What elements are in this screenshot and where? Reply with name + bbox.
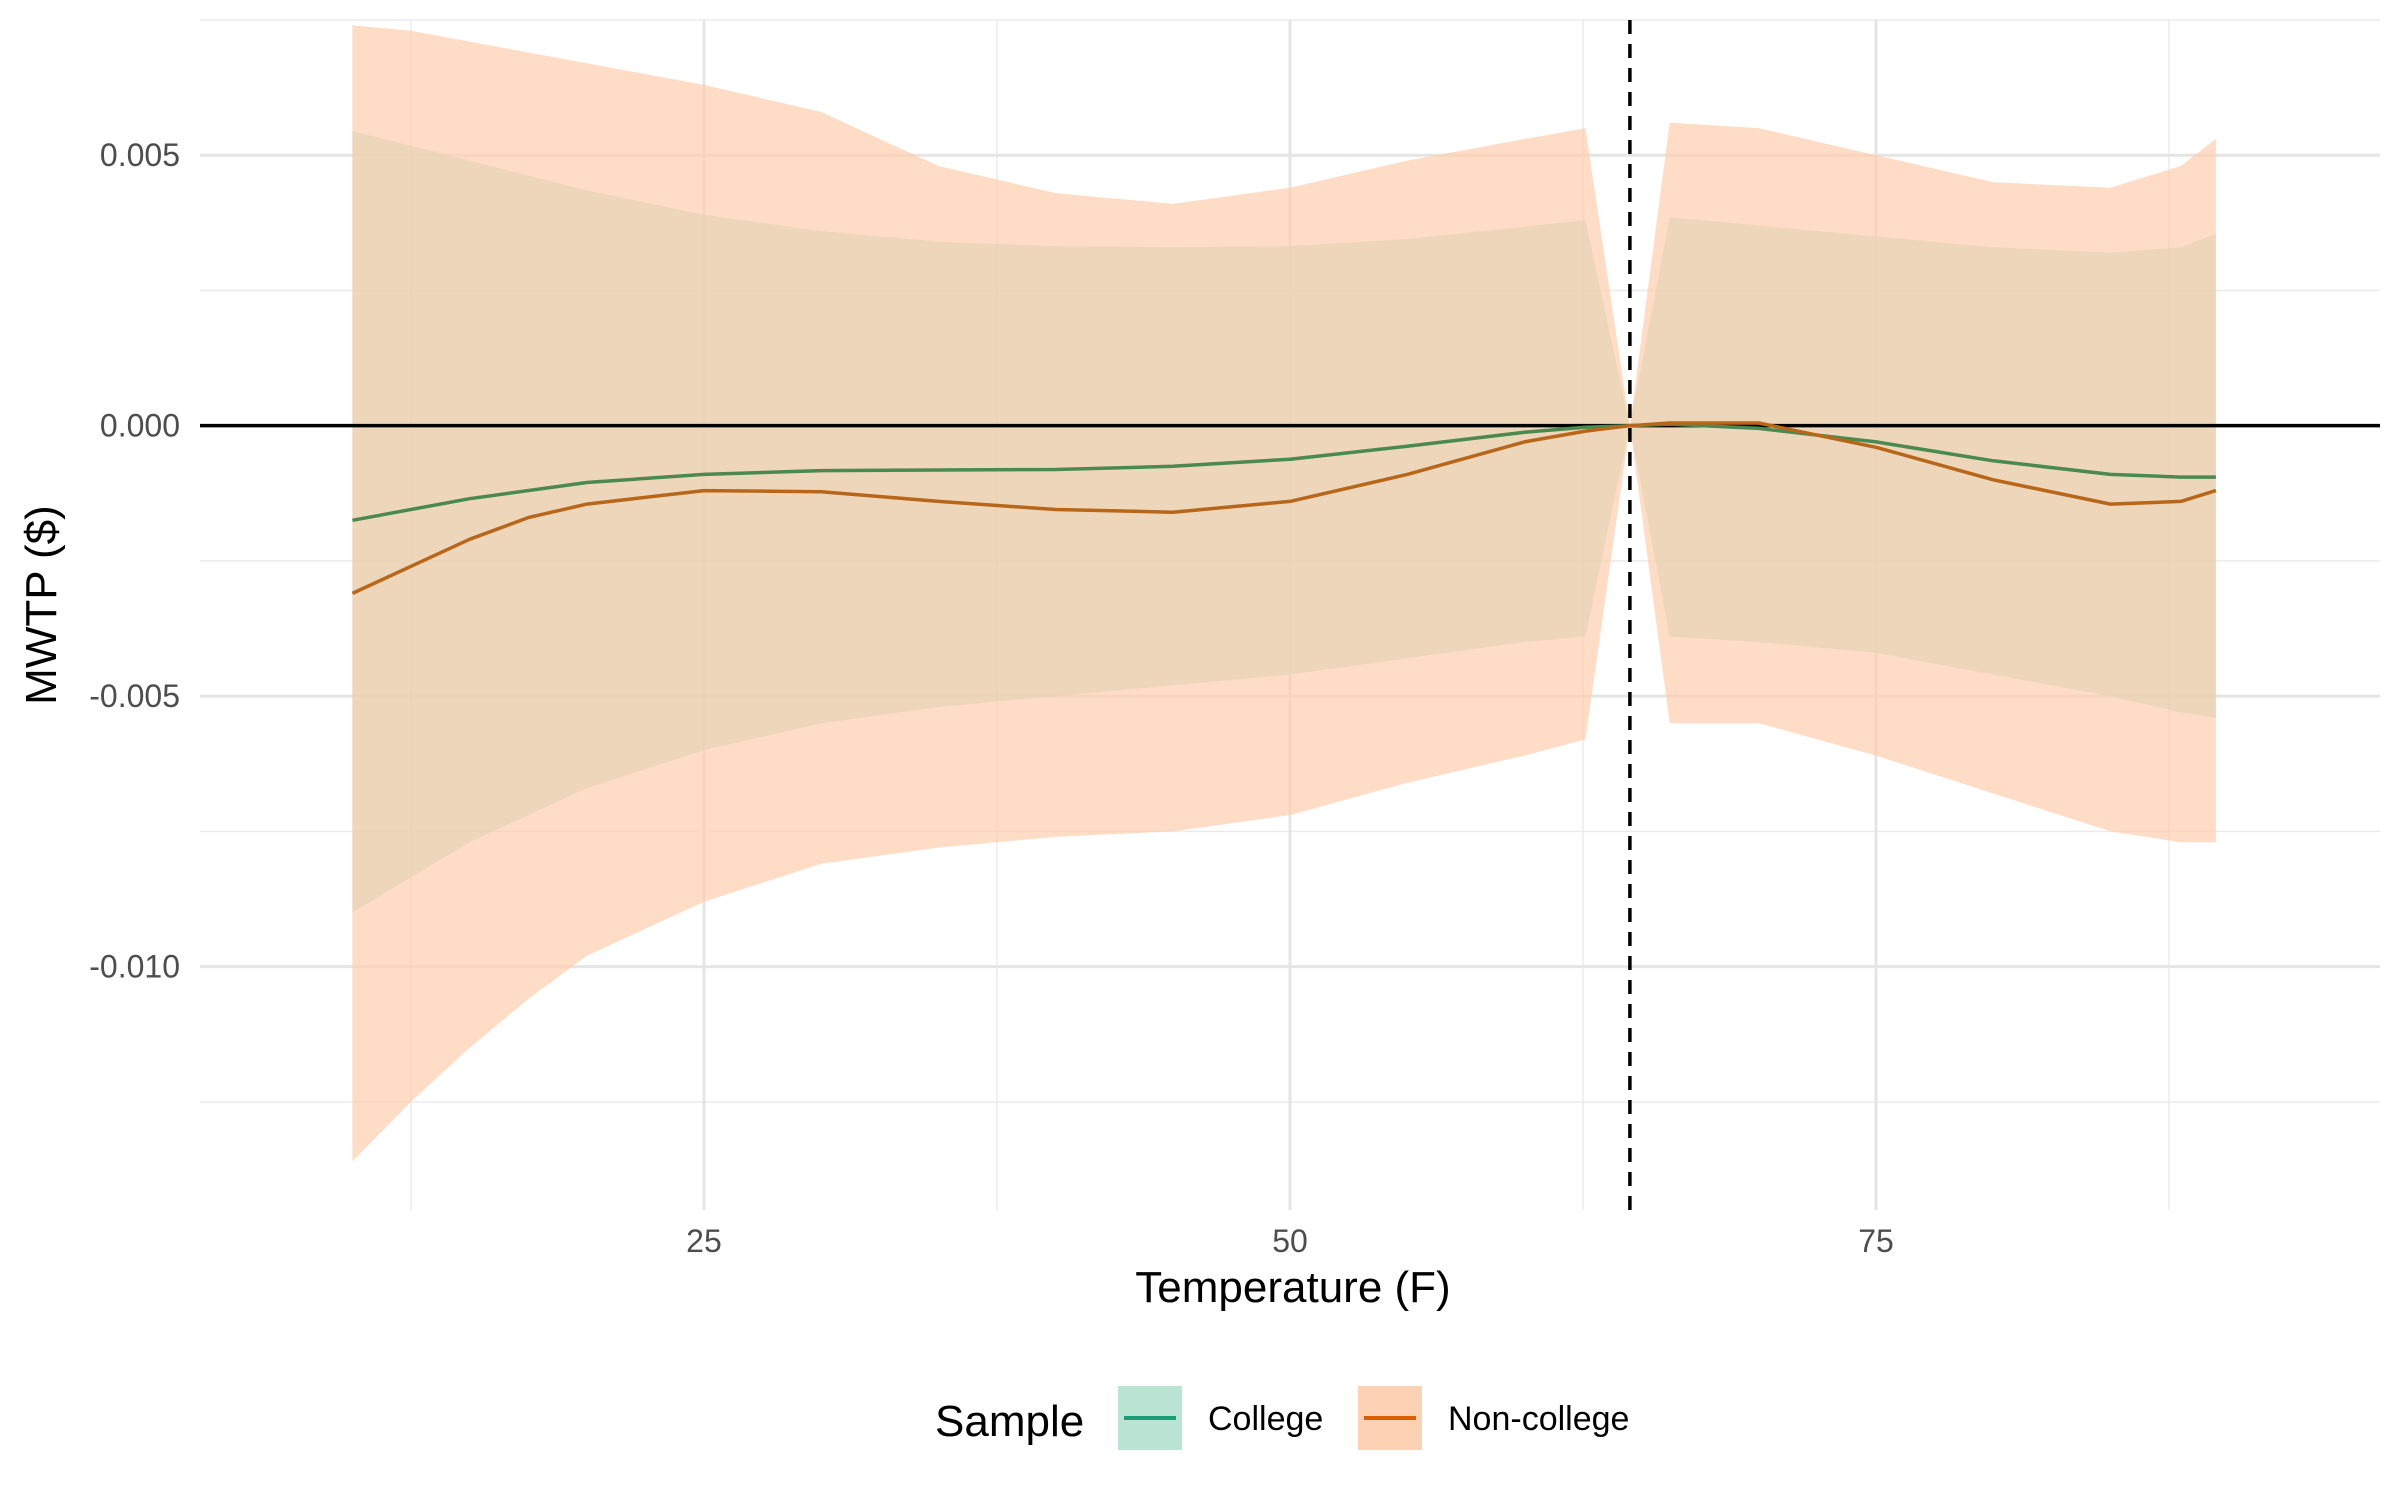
legend-entries: College Non-college <box>1118 1386 1629 1450</box>
ribbon-non-college-bridge <box>1585 122 1670 740</box>
reference-lines <box>200 20 2380 1210</box>
ribbon-non-college-segment-2 <box>1669 122 2216 843</box>
y-tick-label: 0.005 <box>100 137 180 173</box>
series-lines <box>351 421 2217 595</box>
x-axis-title: Temperature (F) <box>1135 1263 1450 1312</box>
tick-labels: 25 50 75 0.005 0.000 -0.005 -0.010 <box>89 137 1894 1259</box>
legend-label-college: College <box>1208 1400 1323 1438</box>
legend-label-non-college: Non-college <box>1448 1400 1629 1438</box>
legend-entry-college: College <box>1118 1386 1323 1450</box>
y-axis-title: MWTP ($) <box>17 505 66 705</box>
legend-title: Sample <box>935 1397 1084 1446</box>
x-tick-label: 50 <box>1272 1223 1308 1259</box>
line-college <box>352 422 2216 523</box>
legend-entry-non-college: Non-college <box>1358 1386 1629 1450</box>
y-tick-label: 0.000 <box>100 408 180 444</box>
x-tick-label: 75 <box>1858 1223 1894 1259</box>
x-tick-label: 25 <box>686 1223 722 1259</box>
y-tick-label: -0.010 <box>89 949 180 985</box>
confidence-ribbons <box>352 25 2216 1162</box>
y-tick-label: -0.005 <box>89 678 180 714</box>
line-non-college <box>351 421 2217 595</box>
legend: Sample College Non-college <box>935 1386 1629 1450</box>
ribbon-non-college-segment-1 <box>352 25 1586 1162</box>
